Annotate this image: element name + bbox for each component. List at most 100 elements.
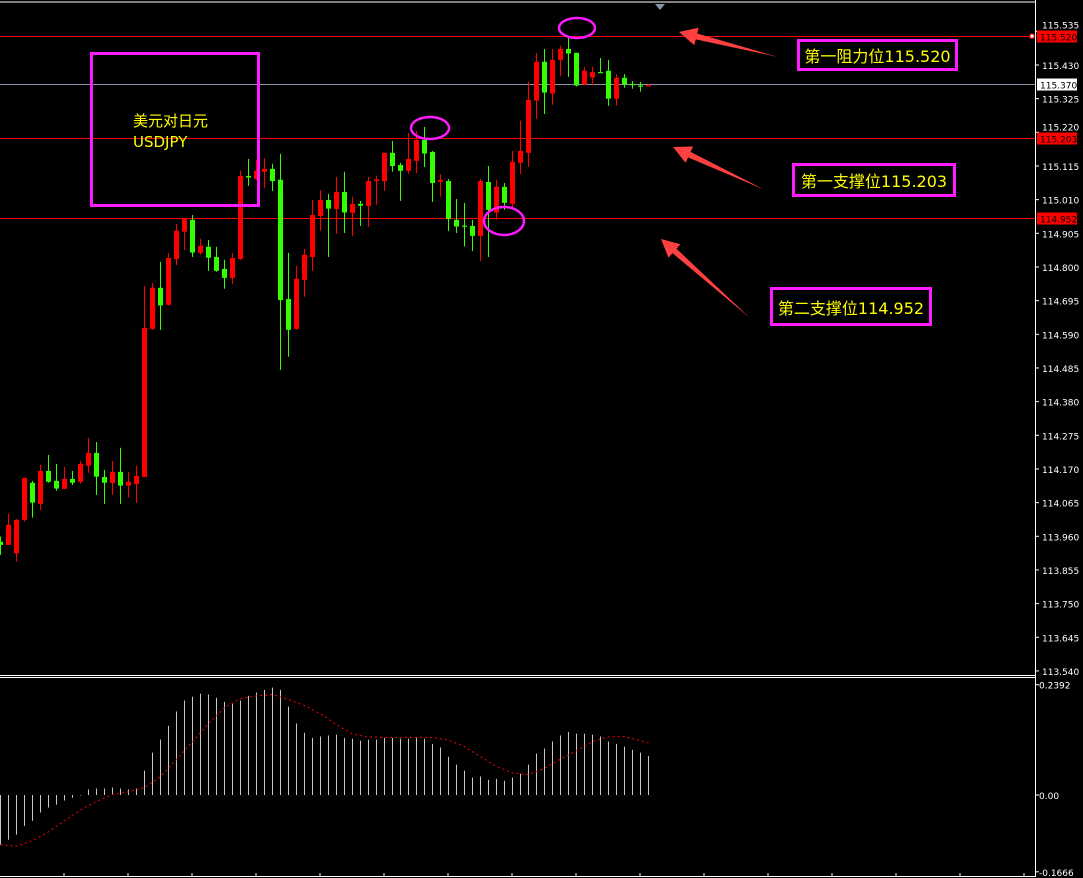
candle-bear bbox=[206, 246, 211, 258]
candle-bull bbox=[518, 150, 523, 163]
candle-bull bbox=[38, 470, 43, 504]
candle-bear bbox=[454, 219, 459, 227]
candle-bear bbox=[286, 299, 291, 330]
candle-bear bbox=[246, 175, 251, 178]
candle-bull bbox=[350, 203, 355, 213]
candle-bear bbox=[430, 151, 435, 183]
candle-bull bbox=[182, 218, 187, 232]
arrow-icon bbox=[661, 239, 750, 318]
candle-bull bbox=[174, 230, 179, 259]
candle-bear bbox=[462, 225, 467, 227]
candle-bear bbox=[214, 257, 219, 271]
candle-bear bbox=[278, 179, 283, 300]
candle-bull bbox=[262, 168, 267, 172]
candle-bull bbox=[318, 199, 323, 217]
macd-panel bbox=[0, 687, 649, 847]
price-tick-label: 114.590 bbox=[1042, 331, 1079, 341]
price-tick-label: 113.540 bbox=[1042, 668, 1079, 678]
candle-bull bbox=[86, 452, 91, 466]
candle-bull bbox=[198, 245, 203, 253]
price-tick-label: 115.535 bbox=[1042, 22, 1079, 32]
candle-bull bbox=[526, 99, 531, 153]
candle-bear bbox=[598, 72, 603, 74]
candle-bull bbox=[382, 152, 387, 182]
candle-bull bbox=[414, 140, 419, 161]
candles bbox=[0, 38, 651, 562]
macd-tick-label: 0.00 bbox=[1039, 792, 1059, 802]
price-axis: 113.540 113.645 113.750 113.855 113.960 114.0… bbox=[1029, 22, 1079, 878]
candle-bull bbox=[646, 85, 651, 87]
candle-bear bbox=[502, 186, 507, 203]
candle-bull bbox=[110, 471, 115, 484]
price-tick-label: 114.065 bbox=[1042, 500, 1079, 510]
candle-bear bbox=[542, 61, 547, 93]
candle-bull bbox=[294, 278, 299, 329]
symbol-title-cn: 美元对日元 bbox=[133, 112, 209, 130]
price-tick-label: 114.800 bbox=[1042, 264, 1079, 274]
candle-bear bbox=[630, 83, 635, 86]
candle-bull bbox=[150, 287, 155, 329]
candle-bear bbox=[358, 203, 363, 206]
candle-bear bbox=[102, 476, 107, 483]
candle-bear bbox=[566, 48, 571, 54]
price-tick-label: 115.220 bbox=[1042, 124, 1079, 134]
candle-bear bbox=[622, 77, 627, 85]
candle-bull bbox=[406, 158, 411, 171]
candle-bull bbox=[166, 258, 171, 305]
candle-bull bbox=[14, 519, 19, 554]
candle-bull bbox=[590, 72, 595, 78]
candle-bear bbox=[30, 482, 35, 503]
level-price-label: 115.370 bbox=[1040, 82, 1077, 92]
level-price-label: 115.520 bbox=[1040, 34, 1077, 44]
symbol-title-en: USDJPY bbox=[133, 133, 188, 151]
highlight-circle bbox=[482, 205, 526, 237]
level-price-badge bbox=[1037, 30, 1077, 43]
candle-bear bbox=[326, 199, 331, 209]
chart-frame bbox=[0, 0, 1036, 877]
support-1-label: 第一支撑位115.203 bbox=[792, 163, 956, 197]
candle-bull bbox=[534, 61, 539, 101]
macd-signal-line bbox=[0, 693, 649, 847]
candle-bull bbox=[142, 327, 147, 477]
candle-bull bbox=[78, 463, 83, 482]
candle-bull bbox=[366, 181, 371, 207]
price-tick-label: 114.905 bbox=[1042, 230, 1079, 240]
price-tick-label: 113.645 bbox=[1042, 634, 1079, 644]
price-tick-label: 115.010 bbox=[1042, 197, 1079, 207]
candle-bear bbox=[398, 165, 403, 171]
candle-bull bbox=[582, 70, 587, 85]
candle-bear bbox=[222, 268, 227, 278]
price-tick-label: 114.170 bbox=[1042, 466, 1079, 476]
macd-tick-label: 0.2392 bbox=[1039, 682, 1071, 692]
candle-bull bbox=[614, 77, 619, 99]
level-price-badge bbox=[1037, 132, 1077, 145]
candle-bear bbox=[446, 181, 451, 219]
candle-bull bbox=[310, 215, 315, 258]
arrow-icon bbox=[679, 27, 778, 57]
arrow-icon bbox=[673, 146, 765, 190]
candle-bull bbox=[302, 254, 307, 280]
candle-bear bbox=[574, 52, 579, 86]
level-price-label: 114.952 bbox=[1040, 216, 1077, 226]
symbol-box: 美元对日元 USDJPY bbox=[90, 52, 260, 207]
price-tick-label: 115.325 bbox=[1042, 96, 1079, 106]
level-price-label: 115.203 bbox=[1040, 136, 1077, 146]
candle-bull bbox=[126, 481, 131, 486]
price-tick-label: 114.695 bbox=[1042, 298, 1079, 308]
candle-bull bbox=[22, 477, 27, 520]
candle-bull bbox=[6, 524, 11, 545]
price-tick-label: 115.115 bbox=[1042, 163, 1079, 173]
chart-shift-marker bbox=[655, 4, 665, 10]
macd-tick-label: -0.1666 bbox=[1039, 869, 1074, 878]
candle-bear bbox=[486, 182, 491, 210]
highlight-circle bbox=[409, 115, 451, 141]
price-tick-label: 114.380 bbox=[1042, 399, 1079, 409]
level-lines bbox=[0, 36, 1035, 219]
candle-bull bbox=[550, 59, 555, 94]
candle-bear bbox=[470, 225, 475, 236]
resistance-1-label: 第一阻力位115.520 bbox=[797, 39, 958, 71]
candle-bear bbox=[342, 191, 347, 213]
bid-price-badge bbox=[1037, 78, 1077, 91]
candle-bear bbox=[422, 140, 427, 154]
